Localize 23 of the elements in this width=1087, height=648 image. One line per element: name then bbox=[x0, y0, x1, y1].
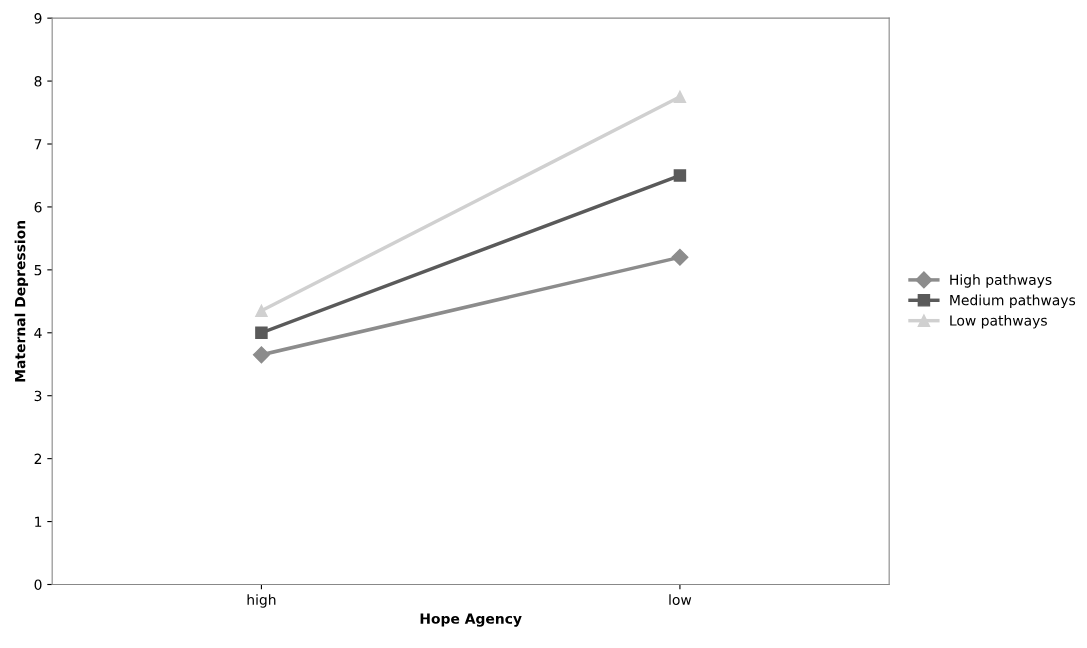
y-tick-label: 4 bbox=[34, 327, 42, 339]
y-tick-label: 7 bbox=[34, 139, 42, 150]
y-tick-label: 6 bbox=[34, 201, 42, 213]
y-tick-label: 3 bbox=[34, 390, 42, 402]
y-tick-label: 9 bbox=[34, 13, 42, 24]
point bbox=[671, 248, 689, 266]
x-tick-label: high bbox=[247, 594, 276, 608]
y-axis-title: Maternal Depression bbox=[14, 220, 29, 382]
x-tick-label: low bbox=[669, 594, 692, 605]
y-tick-label: 5 bbox=[34, 265, 42, 276]
point bbox=[673, 169, 687, 182]
point bbox=[252, 346, 270, 364]
y-tick-label: 2 bbox=[34, 453, 42, 464]
legend-label: Low pathways bbox=[950, 314, 1047, 329]
point bbox=[255, 304, 268, 318]
y-tick-label: 8 bbox=[34, 76, 42, 87]
legend-label: Medium pathways bbox=[950, 294, 1076, 309]
y-tick-label: 0 bbox=[34, 579, 42, 590]
y-tick-label: 1 bbox=[35, 516, 42, 527]
legend-label: High pathways bbox=[950, 274, 1052, 288]
point bbox=[673, 90, 687, 104]
x-axis-title: Hope Agency bbox=[420, 613, 522, 627]
point bbox=[255, 326, 268, 340]
